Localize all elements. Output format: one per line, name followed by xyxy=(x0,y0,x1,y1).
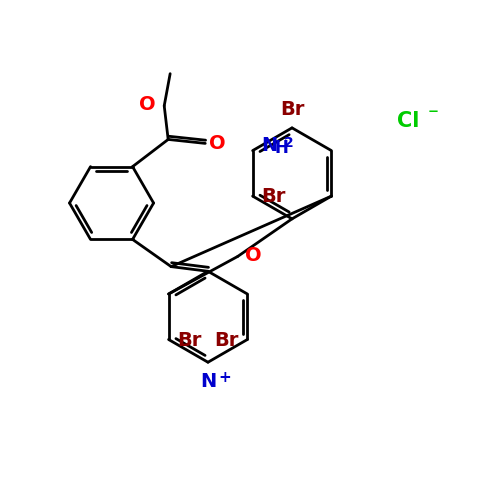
Text: H: H xyxy=(274,138,288,156)
Text: O: O xyxy=(209,134,226,153)
Text: ⁻: ⁻ xyxy=(428,106,439,126)
Text: Br: Br xyxy=(214,331,238,350)
Text: Br: Br xyxy=(280,100,304,119)
Text: Br: Br xyxy=(262,186,286,206)
Text: Cl: Cl xyxy=(397,112,419,132)
Text: O: O xyxy=(138,96,156,114)
Text: 2: 2 xyxy=(284,136,294,149)
Text: +: + xyxy=(219,370,232,385)
Text: O: O xyxy=(245,246,262,265)
Text: N: N xyxy=(262,136,278,155)
Bar xyxy=(164,259,178,274)
Text: Br: Br xyxy=(178,331,202,350)
Text: N: N xyxy=(200,372,216,391)
